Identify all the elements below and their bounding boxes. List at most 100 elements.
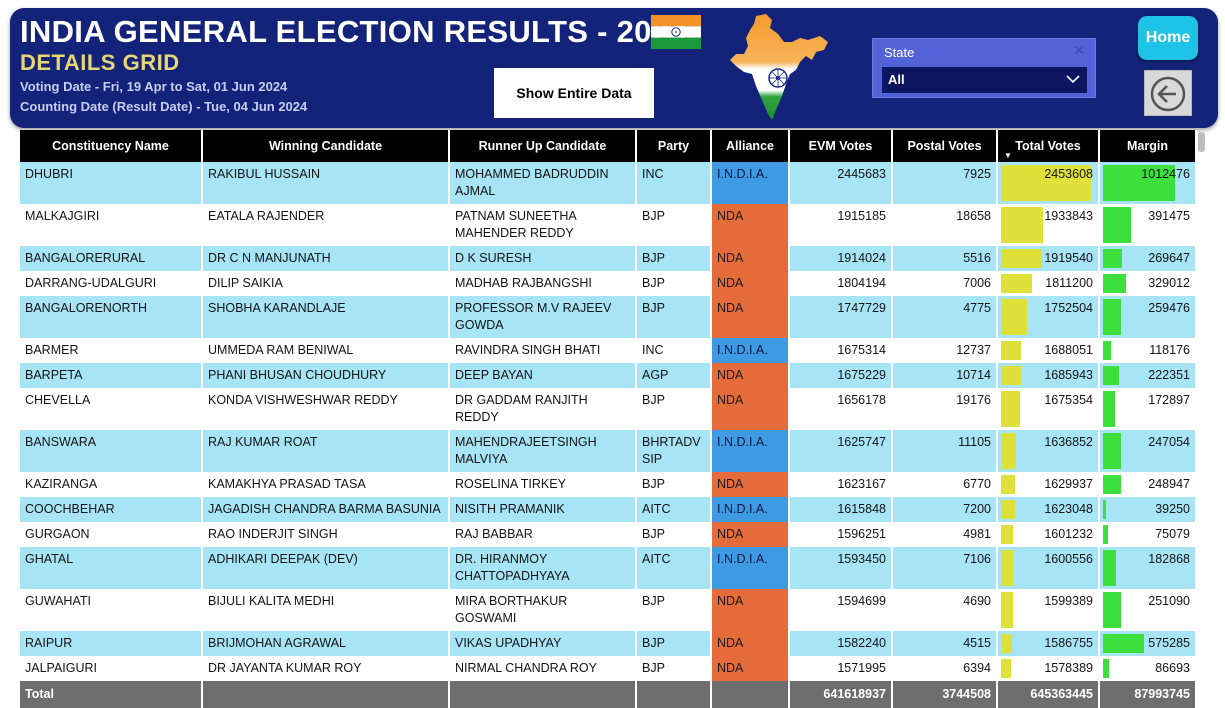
- cell-postal: 11105: [892, 430, 998, 472]
- table-row[interactable]: RAIPUR BRIJMOHAN AGRAWAL VIKAS UPADHYAY BJP…: [20, 631, 1197, 656]
- table-row[interactable]: CHEVELLA KONDA VISHWESHWAR REDDY DR GADDAM…: [20, 388, 1197, 430]
- cell-constituency: BARPETA: [20, 363, 203, 388]
- show-entire-data-button[interactable]: Show Entire Data: [494, 68, 654, 118]
- cell-alliance: I.N.D.I.A.: [711, 338, 790, 363]
- col-alliance[interactable]: Alliance: [711, 130, 790, 162]
- cell-total: 1586755: [997, 631, 1100, 656]
- table-row[interactable]: BANGALORERURAL DR C N MANJUNATH D K SURESH…: [20, 246, 1197, 271]
- cell-total: 1623048: [997, 497, 1100, 522]
- page-title: INDIA GENERAL ELECTION RESULTS - 2024: [20, 14, 687, 49]
- cell-margin: 75079: [1099, 522, 1197, 547]
- state-dropdown[interactable]: All: [882, 67, 1087, 93]
- cell-party: BJP: [636, 204, 712, 246]
- cell-margin: 269647: [1099, 246, 1197, 271]
- cell-winner: KAMAKHYA PRASAD TASA: [202, 472, 450, 497]
- cell-evm: 1675314: [789, 338, 893, 363]
- cell-constituency: GHATAL: [20, 547, 203, 589]
- cell-constituency: CHEVELLA: [20, 388, 203, 430]
- india-map-icon: [730, 14, 828, 120]
- cell-postal: 7106: [892, 547, 998, 589]
- col-party[interactable]: Party: [636, 130, 712, 162]
- home-button[interactable]: Home: [1138, 16, 1198, 60]
- cell-winner: UMMEDA RAM BENIWAL: [202, 338, 450, 363]
- grid-scrollbar[interactable]: [1198, 132, 1205, 152]
- clear-filter-icon[interactable]: ✕: [1073, 42, 1085, 58]
- table-row[interactable]: DARRANG-UDALGURI DILIP SAIKIA MADHAB RAJBA…: [20, 271, 1197, 296]
- table-row[interactable]: JALPAIGURI DR JAYANTA KUMAR ROY NIRMAL CHA…: [20, 656, 1197, 681]
- cell-winner: ADHIKARI DEEPAK (DEV): [202, 547, 450, 589]
- cell-party: BJP: [636, 631, 712, 656]
- cell-runner: ROSELINA TIRKEY: [449, 472, 637, 497]
- table-row[interactable]: KAZIRANGA KAMAKHYA PRASAD TASA ROSELINA TI…: [20, 472, 1197, 497]
- cell-evm: 1675229: [789, 363, 893, 388]
- back-button[interactable]: [1144, 70, 1192, 116]
- cell-constituency: GUWAHATI: [20, 589, 203, 631]
- table-row[interactable]: BARPETA PHANI BHUSAN CHOUDHURY DEEP BAYAN A…: [20, 363, 1197, 388]
- col-postal[interactable]: Postal Votes: [892, 130, 998, 162]
- cell-alliance: NDA: [711, 472, 790, 497]
- cell-constituency: DHUBRI: [20, 162, 203, 204]
- col-evm[interactable]: EVM Votes: [789, 130, 893, 162]
- total-evm: 641618937: [789, 681, 893, 708]
- col-total[interactable]: Total Votes ▼: [997, 130, 1100, 162]
- cell-evm: 1596251: [789, 522, 893, 547]
- cell-evm: 1593450: [789, 547, 893, 589]
- total-votes-bar: [1001, 274, 1033, 293]
- cell-party: BJP: [636, 656, 712, 681]
- cell-total: 2453608: [997, 162, 1100, 204]
- cell-total: 1636852: [997, 430, 1100, 472]
- cell-constituency: JALPAIGURI: [20, 656, 203, 681]
- table-row[interactable]: BANGALORENORTH SHOBHA KARANDLAJE PROFESSOR…: [20, 296, 1197, 338]
- india-flag-icon: [651, 15, 701, 49]
- cell-runner: VIKAS UPADHYAY: [449, 631, 637, 656]
- cell-winner: KONDA VISHWESHWAR REDDY: [202, 388, 450, 430]
- cell-alliance: NDA: [711, 296, 790, 338]
- cell-party: BJP: [636, 589, 712, 631]
- col-winner[interactable]: Winning Candidate: [202, 130, 450, 162]
- cell-party: BJP: [636, 388, 712, 430]
- margin-bar: [1103, 550, 1116, 586]
- cell-margin: 575285: [1099, 631, 1197, 656]
- table-row[interactable]: BARMER UMMEDA RAM BENIWAL RAVINDRA SINGH B…: [20, 338, 1197, 363]
- col-margin[interactable]: Margin: [1099, 130, 1197, 162]
- cell-runner: RAJ BABBAR: [449, 522, 637, 547]
- cell-winner: SHOBHA KARANDLAJE: [202, 296, 450, 338]
- total-votes: 645363445: [997, 681, 1100, 708]
- total-votes-bar: [1001, 475, 1016, 494]
- margin-bar: [1103, 299, 1122, 335]
- total-votes-bar: [1001, 592, 1013, 628]
- cell-winner: RAKIBUL HUSSAIN: [202, 162, 450, 204]
- margin-bar: [1103, 634, 1144, 653]
- cell-evm: 1625747: [789, 430, 893, 472]
- total-row: Total 641618937 3744508 645363445 879937…: [20, 681, 1197, 708]
- sort-desc-icon: ▼: [1004, 151, 1012, 160]
- cell-party: BJP: [636, 296, 712, 338]
- table-row[interactable]: DHUBRI RAKIBUL HUSSAIN MOHAMMED BADRUDDIN …: [20, 162, 1197, 204]
- cell-runner: PROFESSOR M.V RAJEEV GOWDA: [449, 296, 637, 338]
- table-row[interactable]: MALKAJGIRI EATALA RAJENDER PATNAM SUNEETHA…: [20, 204, 1197, 246]
- table-row[interactable]: GURGAON RAO INDERJIT SINGH RAJ BABBAR BJP ND…: [20, 522, 1197, 547]
- total-votes-bar: [1001, 391, 1020, 427]
- cell-postal: 12737: [892, 338, 998, 363]
- cell-margin: 391475: [1099, 204, 1197, 246]
- table-row[interactable]: GUWAHATI BIJULI KALITA MEDHI MIRA BORTHAKU…: [20, 589, 1197, 631]
- cell-evm: 1571995: [789, 656, 893, 681]
- cell-winner: RAO INDERJIT SINGH: [202, 522, 450, 547]
- table-row[interactable]: GHATAL ADHIKARI DEEPAK (DEV) DR. HIRANMOY …: [20, 547, 1197, 589]
- cell-margin: 39250: [1099, 497, 1197, 522]
- cell-runner: MAHENDRAJEETSINGH MALVIYA: [449, 430, 637, 472]
- table-row[interactable]: COOCHBEHAR JAGADISH CHANDRA BARMA BASUNIA…: [20, 497, 1197, 522]
- cell-winner: EATALA RAJENDER: [202, 204, 450, 246]
- cell-winner: DR C N MANJUNATH: [202, 246, 450, 271]
- cell-party: BJP: [636, 522, 712, 547]
- table-row[interactable]: BANSWARA RAJ KUMAR ROAT MAHENDRAJEETSINGH …: [20, 430, 1197, 472]
- total-votes-bar: [1001, 341, 1021, 360]
- cell-winner: DR JAYANTA KUMAR ROY: [202, 656, 450, 681]
- col-runner[interactable]: Runner Up Candidate: [449, 130, 637, 162]
- total-votes-bar: [1001, 525, 1013, 544]
- cell-alliance: NDA: [711, 589, 790, 631]
- cell-total: 1675354: [997, 388, 1100, 430]
- cell-total: 1600556: [997, 547, 1100, 589]
- col-constituency[interactable]: Constituency Name: [20, 130, 203, 162]
- cell-margin: 251090: [1099, 589, 1197, 631]
